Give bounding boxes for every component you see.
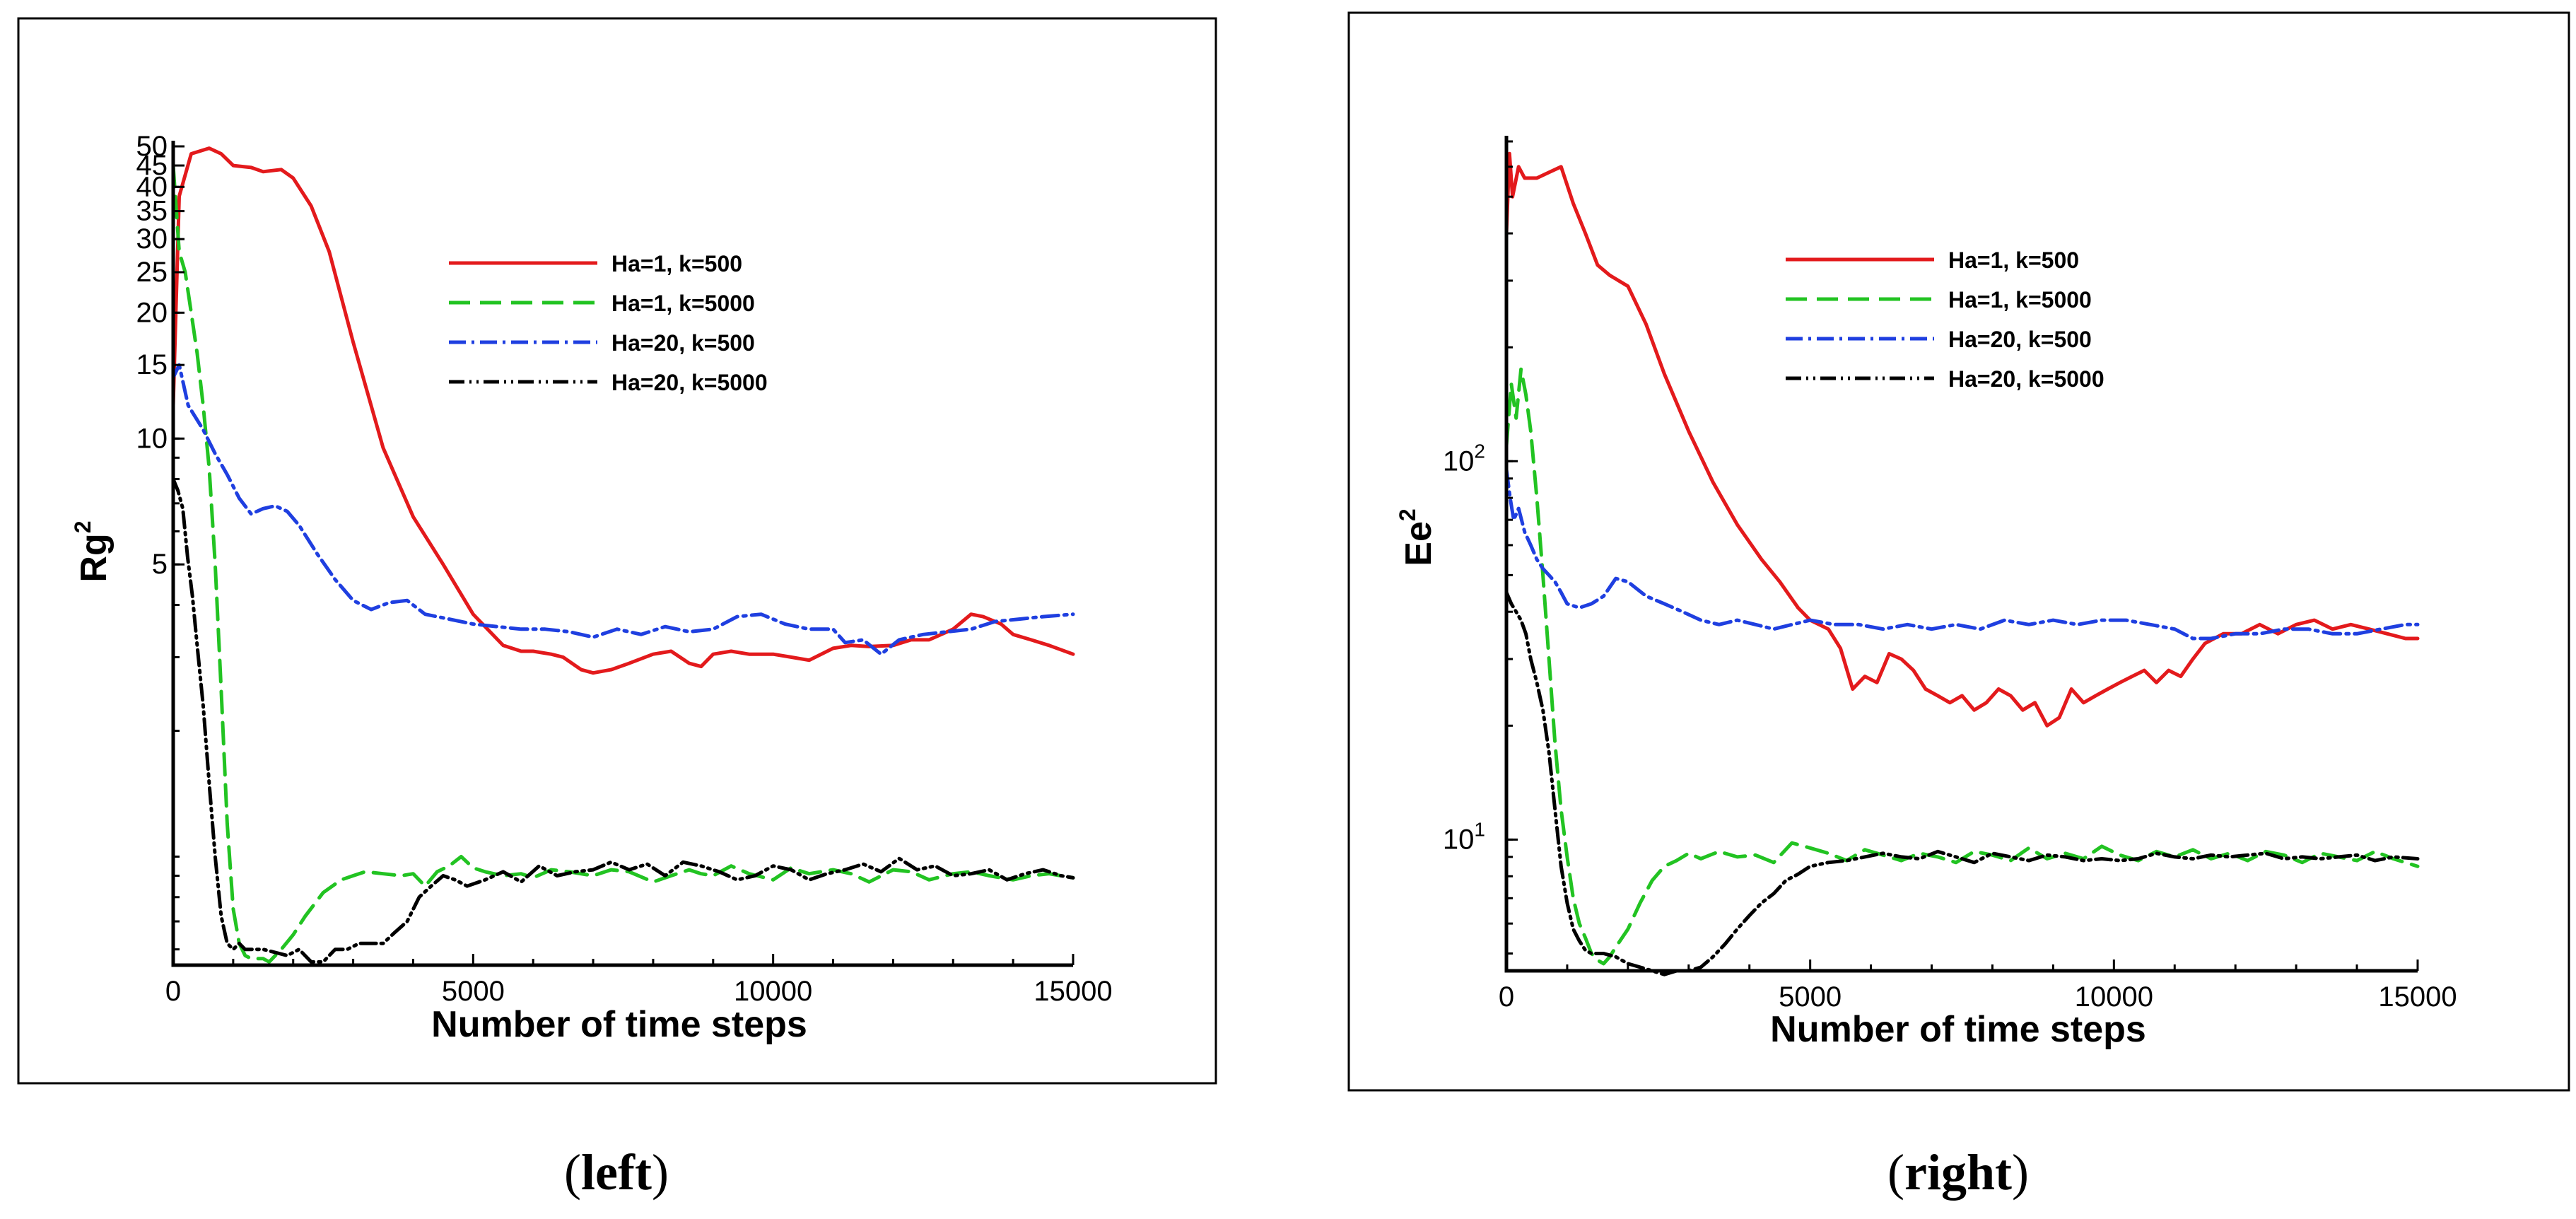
left-series-1-line — [171, 146, 1075, 675]
left-x-axis-label: Number of time steps — [431, 1004, 807, 1045]
left-series-3-line — [171, 363, 1075, 656]
right-panel-frame — [1347, 11, 2570, 1092]
right-y-tick-label: 101 — [1443, 818, 1485, 855]
left-series-4-line — [171, 477, 1075, 964]
left-y-tick-label: 45 — [136, 150, 168, 181]
right-x-axis-label: Number of time steps — [1770, 1009, 2146, 1050]
left-y-axis-label: Rg2 — [70, 520, 115, 582]
left-legend-label-4: Ha=20, k=5000 — [611, 370, 768, 395]
left-y-tick-label: 15 — [136, 349, 168, 380]
left-legend-label-1: Ha=1, k=500 — [611, 251, 742, 276]
right-y-tick-label: 102 — [1443, 440, 1485, 477]
right-x-tick-label: 15000 — [2378, 981, 2457, 1013]
left-x-tick-label: 15000 — [1034, 976, 1112, 1007]
right-legend-label-2: Ha=1, k=5000 — [1948, 287, 2092, 313]
right-x-tick-label: 0 — [1499, 981, 1514, 1013]
right-series-3-line — [1504, 467, 2420, 641]
left-y-tick-label: 20 — [136, 297, 168, 328]
left-y-tick-label: 50 — [136, 131, 168, 162]
left-x-tick-label: 10000 — [734, 976, 812, 1007]
right-legend-label-4: Ha=20, k=5000 — [1948, 366, 2104, 392]
right-caption: (right) — [1887, 1144, 2029, 1201]
left-x-tick-label: 5000 — [442, 976, 505, 1007]
right-legend: Ha=1, k=500 Ha=1, k=5000 Ha=20, k=500 Ha=20… — [1786, 247, 2104, 392]
left-legend: Ha=1, k=500 Ha=1, k=5000 Ha=20, k=500 Ha=20… — [449, 251, 768, 395]
left-x-tick-label: 0 — [165, 976, 181, 1007]
left-y-tick-label: 35 — [136, 196, 168, 227]
left-y-tick-label: 40 — [136, 171, 168, 202]
left-series-2-line — [171, 163, 1075, 964]
left-panel-frame — [17, 17, 1217, 1085]
right-series-2-line — [1504, 367, 2420, 966]
right-legend-label-3: Ha=20, k=500 — [1948, 327, 2092, 352]
right-legend-label-1: Ha=1, k=500 — [1948, 247, 2079, 273]
right-x-tick-label: 10000 — [2075, 981, 2153, 1013]
left-legend-label-2: Ha=1, k=5000 — [611, 291, 755, 316]
right-series-1-line — [1504, 151, 2420, 728]
right-panel: 0 5000 10000 15000 101 102 Ee2 Number of time… — [1347, 11, 2570, 1092]
right-plot: 0 5000 10000 15000 101 102 — [1443, 136, 2457, 1013]
right-series-4-line — [1504, 590, 2420, 976]
left-y-tick-label: 30 — [136, 223, 168, 255]
left-y-tick-label: 25 — [136, 257, 168, 288]
right-y-axis-label: Ee2 — [1395, 508, 1439, 566]
right-x-tick-label: 5000 — [1779, 981, 1842, 1013]
left-caption: (left) — [564, 1144, 669, 1201]
left-legend-label-3: Ha=20, k=500 — [611, 330, 755, 356]
left-y-tick-label: 5 — [152, 549, 168, 580]
left-y-tick-label: 10 — [136, 423, 168, 454]
